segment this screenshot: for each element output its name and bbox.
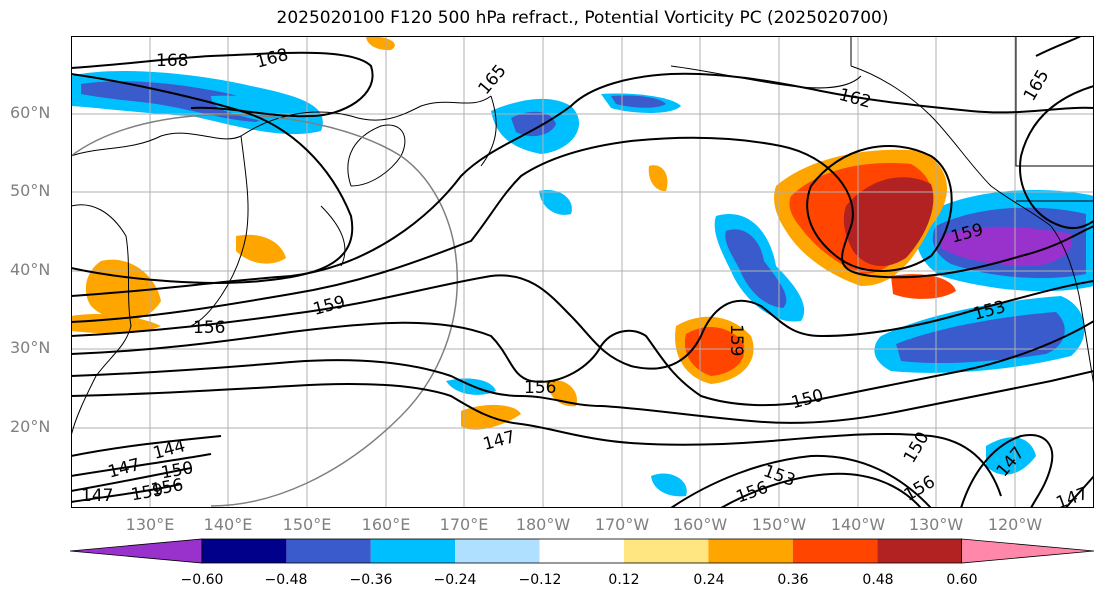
positive-pv-area xyxy=(546,380,577,407)
contour-labels: 168 168 165 162 165 159 156 159 156 153 … xyxy=(81,45,1091,508)
colorbar-tick-label: 0.60 xyxy=(946,572,978,588)
colorbar-cell xyxy=(792,539,878,563)
negative-pv-area xyxy=(986,437,1036,475)
colorbar-tick-label: −0.36 xyxy=(349,572,393,588)
positive-pv-area xyxy=(366,36,395,51)
colorbar-tick-label: −0.24 xyxy=(433,572,477,588)
lon-label: 130°W xyxy=(908,515,964,534)
colorbar-cell xyxy=(286,539,371,563)
positive-pv-area xyxy=(891,274,956,299)
colorbar-tick-label: 0.24 xyxy=(693,572,725,588)
lon-label: 150°E xyxy=(282,515,332,534)
colorbar-cell xyxy=(624,539,709,563)
lon-label: 170°W xyxy=(594,515,650,534)
lon-label: 140°E xyxy=(203,515,253,534)
negative-pv-area xyxy=(896,312,1065,364)
lat-label: 40°N xyxy=(10,260,51,279)
map-panel: 168 168 165 162 165 159 156 159 156 153 … xyxy=(71,36,1094,508)
lat-label: 20°N xyxy=(10,417,51,436)
colorbar-tick-label: 0.12 xyxy=(608,572,640,588)
colorbar-tick-label: −0.60 xyxy=(180,572,224,588)
colorbar-cells xyxy=(70,538,1095,564)
colorbar-tick-label: −0.48 xyxy=(264,572,308,588)
colorbar-cell xyxy=(708,539,793,563)
colorbar-cell xyxy=(202,539,287,563)
lon-label: 130°E xyxy=(125,515,175,534)
negative-pv-area xyxy=(941,226,1072,266)
negative-pv-area xyxy=(511,111,556,137)
map-title: 2025020100 F120 500 hPa refract., Potent… xyxy=(276,8,889,28)
lon-label: 140°W xyxy=(830,515,886,534)
lon-label: 180°W xyxy=(515,515,571,534)
contour-label: 156 xyxy=(524,378,556,398)
lat-label: 30°N xyxy=(10,338,51,357)
negative-pv-area xyxy=(539,190,572,215)
height-contours xyxy=(71,36,1094,508)
negative-pv-area xyxy=(651,473,687,497)
contour-label: 147 xyxy=(81,486,113,506)
contour-label: 168 xyxy=(156,51,188,71)
colorbar-tick-label: −0.12 xyxy=(518,572,562,588)
colorbar-frame xyxy=(201,538,962,564)
negative-pv-area xyxy=(725,229,787,308)
colorbar-cell xyxy=(539,539,624,563)
positive-pv-area xyxy=(648,165,668,192)
colorbar xyxy=(70,538,1095,564)
colorbar-cell xyxy=(370,539,456,563)
lon-label: 170°E xyxy=(439,515,489,534)
colorbar-tick-label: 0.48 xyxy=(862,572,894,588)
positive-pv-area xyxy=(71,314,161,334)
pv-shading xyxy=(71,36,1094,497)
lat-label: 60°N xyxy=(10,103,51,122)
contour-label: 156 xyxy=(193,318,225,338)
lon-label: 150°W xyxy=(751,515,807,534)
lon-label: 160°E xyxy=(361,515,411,534)
colorbar-cell xyxy=(877,539,962,563)
colorbar-cell xyxy=(961,538,1095,564)
lon-label: 160°W xyxy=(672,515,728,534)
contour-label: 159 xyxy=(726,324,746,356)
positive-pv-area xyxy=(236,234,286,264)
lon-label: 120°W xyxy=(987,515,1043,534)
negative-pv-area xyxy=(611,95,666,108)
positive-pv-area xyxy=(843,177,934,267)
lat-label: 50°N xyxy=(10,181,51,200)
colorbar-cell xyxy=(70,538,203,564)
colorbar-tick-label: 0.36 xyxy=(777,572,809,588)
colorbar-cell xyxy=(455,539,540,563)
negative-pv-area xyxy=(81,81,265,122)
projection-circle xyxy=(71,114,459,507)
